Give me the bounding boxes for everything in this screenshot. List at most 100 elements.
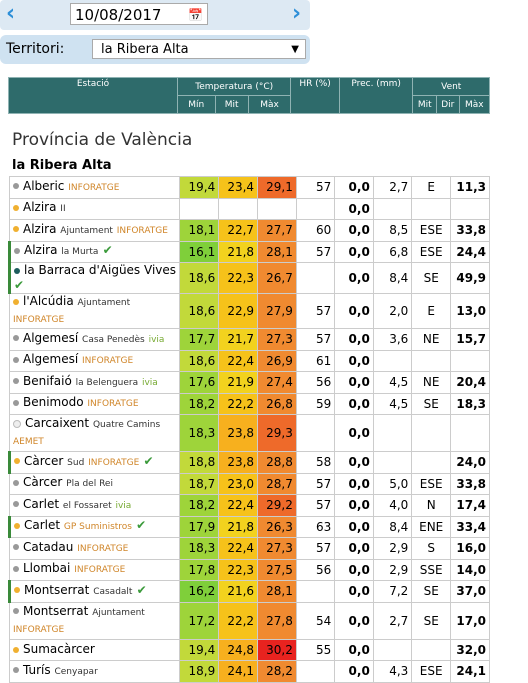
cell: 0,0 xyxy=(334,414,374,452)
cell: 63 xyxy=(295,515,336,538)
region: la Ribera Alta xyxy=(12,158,112,173)
cell: 17,9 xyxy=(179,515,220,538)
station-name: Alzira xyxy=(23,200,57,215)
cell xyxy=(411,414,452,452)
check-icon: ✔ xyxy=(98,243,113,258)
cell: 21,8 xyxy=(218,515,259,538)
cell: 17,0 xyxy=(450,601,490,640)
station: Càrcer Pla del Rei xyxy=(8,472,181,495)
station-name: Càrcer xyxy=(23,475,63,490)
cell: 21,7 xyxy=(218,328,259,351)
station: Algemesí Casa Penedès ivia xyxy=(8,328,181,351)
cell: 27,8 xyxy=(257,601,297,640)
cell: E xyxy=(411,293,452,329)
cell: N xyxy=(411,494,452,517)
cell: 0,0 xyxy=(334,197,374,220)
station-row: Benimodo INFORATGE 18,2 22,2 26,8 59 0,0 4,5 SE… xyxy=(8,392,490,415)
station: Càrcer Sud INFORATGE ✔ xyxy=(7,451,181,474)
cell: 5,0 xyxy=(372,472,413,495)
status-dot xyxy=(13,544,19,551)
cell: 0,0 xyxy=(334,515,374,538)
station-sub: el Fossaret xyxy=(62,500,112,511)
cell: 21,8 xyxy=(218,240,259,263)
province: Província de València xyxy=(12,130,193,150)
cell: 24,8 xyxy=(218,638,259,661)
cell: 23,8 xyxy=(218,414,259,452)
cell: 21,9 xyxy=(218,371,259,394)
station-sub: Cenyapar xyxy=(54,666,98,677)
cell: E xyxy=(411,176,452,199)
cell: 16,2 xyxy=(179,580,220,603)
col-header: HR (%) xyxy=(290,77,340,114)
cell: 0,0 xyxy=(334,262,374,294)
col-header: Prec. (mm) xyxy=(338,77,414,114)
cell: 6,8 xyxy=(372,240,413,263)
cell: 30,2 xyxy=(257,638,297,661)
cell xyxy=(179,197,220,220)
status-dot xyxy=(13,501,19,508)
station: Benimodo INFORATGE xyxy=(8,392,181,415)
station-sub: Pla del Rei xyxy=(66,479,113,490)
cell: 59 xyxy=(295,392,336,415)
date-input[interactable]: 10/08/2017 📅 xyxy=(70,3,208,25)
cell: 21,6 xyxy=(218,580,259,603)
territory-select[interactable]: la Ribera Alta ▼ xyxy=(92,39,306,59)
station: l'Alcúdia Ajuntament INFORATGE xyxy=(8,293,181,329)
cell xyxy=(218,197,259,220)
network-tag: INFORATGE xyxy=(77,543,129,554)
cell: 4,5 xyxy=(372,371,413,394)
cell: 17,8 xyxy=(179,558,220,581)
station: Turís Cenyapar xyxy=(8,660,181,683)
cell: 16,1 xyxy=(179,240,220,263)
station: Benifaió la Belenguera ivia xyxy=(8,371,181,394)
status-dot xyxy=(13,378,19,385)
cell: 26,3 xyxy=(257,515,297,538)
station-row: Alberic INFORATGE 19,4 23,4 29,1 57 0,0 2,7 E 11… xyxy=(8,176,490,199)
cell: SE xyxy=(411,262,452,294)
cell: 26,9 xyxy=(257,349,297,372)
cell: 0,0 xyxy=(334,176,374,199)
station-row: Càrcer Pla del Rei 18,7 23,0 28,7 57 0,0 5,0 ES… xyxy=(8,472,490,495)
station-sub: Ajuntament xyxy=(77,298,131,308)
network-tag: INFORATGE xyxy=(87,399,139,410)
cell xyxy=(295,580,336,603)
station-row: Montserrat Casadalt ✔ 16,2 21,6 28,1 0,0 7,2 S… xyxy=(7,580,490,603)
station-sub: Casadalt xyxy=(93,586,133,597)
network-tag: INFORATGE xyxy=(13,624,65,635)
cell: 24,4 xyxy=(450,240,490,263)
cell: 22,3 xyxy=(218,262,259,294)
check-icon: ✔ xyxy=(132,582,147,597)
station-row: Carcaixent Quatre Camins AEMET 18,3 23,8 29,… xyxy=(8,414,490,452)
cell xyxy=(295,414,336,452)
station-name: Carlet xyxy=(24,518,61,533)
cell: ESE xyxy=(411,660,452,683)
station: Sumacàrcer xyxy=(8,638,181,661)
cell: 27,3 xyxy=(257,328,297,351)
cell: 18,2 xyxy=(179,494,220,517)
cell: 2,7 xyxy=(372,601,413,640)
cell: ESE xyxy=(411,472,452,495)
cell: 0,0 xyxy=(334,660,374,683)
cell: ENE xyxy=(411,515,452,538)
next-arrow[interactable]: › xyxy=(292,1,302,26)
prev-arrow[interactable]: ‹ xyxy=(6,1,16,26)
cell: 56 xyxy=(295,371,336,394)
cell: 17,4 xyxy=(450,494,490,517)
station: Montserrat Ajuntament INFORATGE xyxy=(8,601,181,640)
cell: 19,4 xyxy=(179,176,220,199)
cell xyxy=(372,638,413,661)
sub-header: Màx xyxy=(458,95,491,114)
cell: 0,0 xyxy=(334,240,374,263)
station-name: Llombai xyxy=(23,561,71,576)
status-dot xyxy=(13,356,19,363)
cell xyxy=(295,197,336,220)
station-name: Algemesí xyxy=(23,330,79,345)
station-row: Llombai INFORATGE 17,8 22,3 27,5 56 0,0 2,9 SSE… xyxy=(8,558,490,581)
cell: 3,6 xyxy=(372,328,413,351)
station-name: Turís xyxy=(23,662,51,677)
cell: 27,7 xyxy=(257,219,297,242)
cell: 57 xyxy=(295,328,336,351)
station-name: l'Alcúdia xyxy=(23,294,74,308)
status-dot xyxy=(13,646,19,653)
status-dot xyxy=(13,204,19,211)
